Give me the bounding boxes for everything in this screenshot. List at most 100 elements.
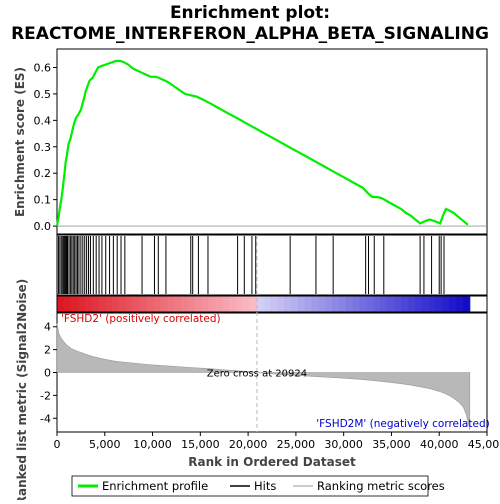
rank-color-segment: [153, 296, 161, 312]
x-tick-label: 30,000: [324, 438, 363, 451]
rank-color-segment: [304, 296, 313, 312]
rank-color-segment: [318, 296, 326, 312]
es-y-tick-label: 0.0: [34, 220, 52, 233]
rank-color-segment: [187, 296, 196, 312]
rank-color-segment: [256, 296, 264, 312]
rank-color-segment: [77, 296, 86, 312]
x-tick-label: 15,000: [181, 438, 220, 451]
hits-frame: [56, 234, 488, 296]
rank-color-segment: [277, 296, 285, 312]
rank-color-segment: [222, 296, 230, 312]
rank-color-segment: [173, 296, 182, 312]
rank-color-segment: [208, 296, 216, 312]
es-y-tick-label: 0.5: [34, 88, 52, 101]
rank-color-segment: [98, 296, 106, 312]
rank-color-segment: [456, 296, 464, 312]
rank-color-segment: [359, 296, 368, 312]
x-tick-label: 20,000: [229, 438, 268, 451]
rank-color-segment: [297, 296, 306, 312]
legend-label-1: Hits: [254, 479, 276, 493]
enrichment-profile-line: [55, 59, 469, 227]
rank-color-segment: [112, 296, 120, 312]
rank-color-segment: [345, 296, 354, 312]
metric-y-tick-label: 2: [44, 344, 51, 357]
rank-color-segment: [57, 296, 65, 312]
es-plot-frame: [56, 48, 488, 235]
rank-color-segment: [91, 296, 99, 312]
rank-color-segment: [125, 296, 134, 312]
rank-color-segment: [249, 296, 258, 312]
x-tick-label: 45,000: [468, 438, 500, 451]
rank-color-segment: [70, 296, 79, 312]
rank-color-segment: [366, 296, 374, 312]
rank-color-segment: [180, 296, 189, 312]
rank-color-segment: [235, 296, 244, 312]
rank-color-segment: [339, 296, 347, 312]
negative-correlation-label: 'FSHD2M' (negatively correlated): [316, 418, 489, 430]
rank-color-segment: [325, 296, 333, 312]
rank-color-segment: [242, 296, 251, 312]
rank-color-segment: [428, 296, 436, 312]
legend: Enrichment profile Hits Ranking metric sco…: [71, 475, 445, 497]
rank-color-bar: [56, 295, 488, 313]
rank-color-segment: [414, 296, 423, 312]
es-y-tick-label: 0.2: [34, 167, 52, 180]
metric-panel: 4 2 0 -2 -4 Zero cross at 20924 'FSHD2' (posit…: [40, 235, 500, 451]
rank-color-segment: [201, 296, 209, 312]
metric-y-axis-label: Ranked list metric (Signal2Noise): [15, 279, 29, 500]
rank-color-segment: [132, 296, 141, 312]
rank-color-segment: [435, 296, 443, 312]
rank-color-segment: [387, 296, 395, 312]
zero-cross-label: Zero cross at 20924: [207, 369, 307, 380]
x-tick-label: 10,000: [133, 438, 172, 451]
positive-correlation-label: 'FSHD2' (positively correlated): [61, 313, 221, 325]
rank-color-segment: [332, 296, 340, 312]
rank-color-segment: [421, 296, 430, 312]
rank-color-segment: [373, 296, 381, 312]
rank-color-segment: [311, 296, 319, 312]
x-tick-label: 40,000: [420, 438, 459, 451]
hits-panel: [56, 234, 488, 296]
rank-color-segment: [215, 296, 223, 312]
es-y-tick-label: 0.1: [34, 194, 52, 207]
rank-color-segment: [146, 296, 154, 312]
rank-color-segment: [380, 296, 388, 312]
metric-y-tick-label: -4: [40, 412, 51, 425]
es-y-axis-label: Enrichment score (ES): [13, 67, 27, 217]
rank-color-segment: [118, 296, 127, 312]
metric-y-tick-label: -2: [40, 389, 51, 402]
x-tick-label: 35,000: [372, 438, 411, 451]
rank-color-segment: [63, 296, 72, 312]
rank-color-segment: [284, 296, 292, 312]
rank-color-segment: [84, 296, 92, 312]
rank-color-segment: [160, 296, 168, 312]
rank-color-segment: [394, 296, 402, 312]
legend-label-0: Enrichment profile: [102, 479, 208, 493]
rank-color-segment: [167, 296, 175, 312]
rank-color-segment: [105, 296, 113, 312]
rank-color-segment: [270, 296, 278, 312]
es-y-tick-label: 0.6: [34, 62, 52, 75]
ranking-metric-area: [56, 323, 471, 430]
rank-color-segment: [194, 296, 202, 312]
rank-color-segment: [290, 296, 299, 312]
x-tick-label: 0: [54, 438, 61, 451]
x-tick-label: 5,000: [89, 438, 121, 451]
rank-color-segment: [449, 296, 457, 312]
rank-color-segment: [401, 296, 409, 312]
rank-color-segment: [263, 296, 271, 312]
rank-color-segment: [352, 296, 361, 312]
x-axis-label: Rank in Ordered Dataset: [188, 455, 356, 469]
legend-label-2: Ranking metric scores: [317, 479, 445, 493]
metric-y-tick-label: 4: [44, 321, 51, 334]
chart-title-line1: Enrichment plot:: [170, 3, 330, 23]
rank-color-segment: [462, 296, 471, 312]
es-y-tick-label: 0.4: [34, 114, 52, 127]
es-panel: 0.0 0.1 0.2 0.3 0.4 0.5 0.6: [34, 48, 488, 235]
rank-color-segment: [407, 296, 416, 312]
rank-color-segment: [442, 296, 450, 312]
rank-color-segment: [229, 296, 237, 312]
metric-y-tick-label: 0: [44, 367, 51, 380]
